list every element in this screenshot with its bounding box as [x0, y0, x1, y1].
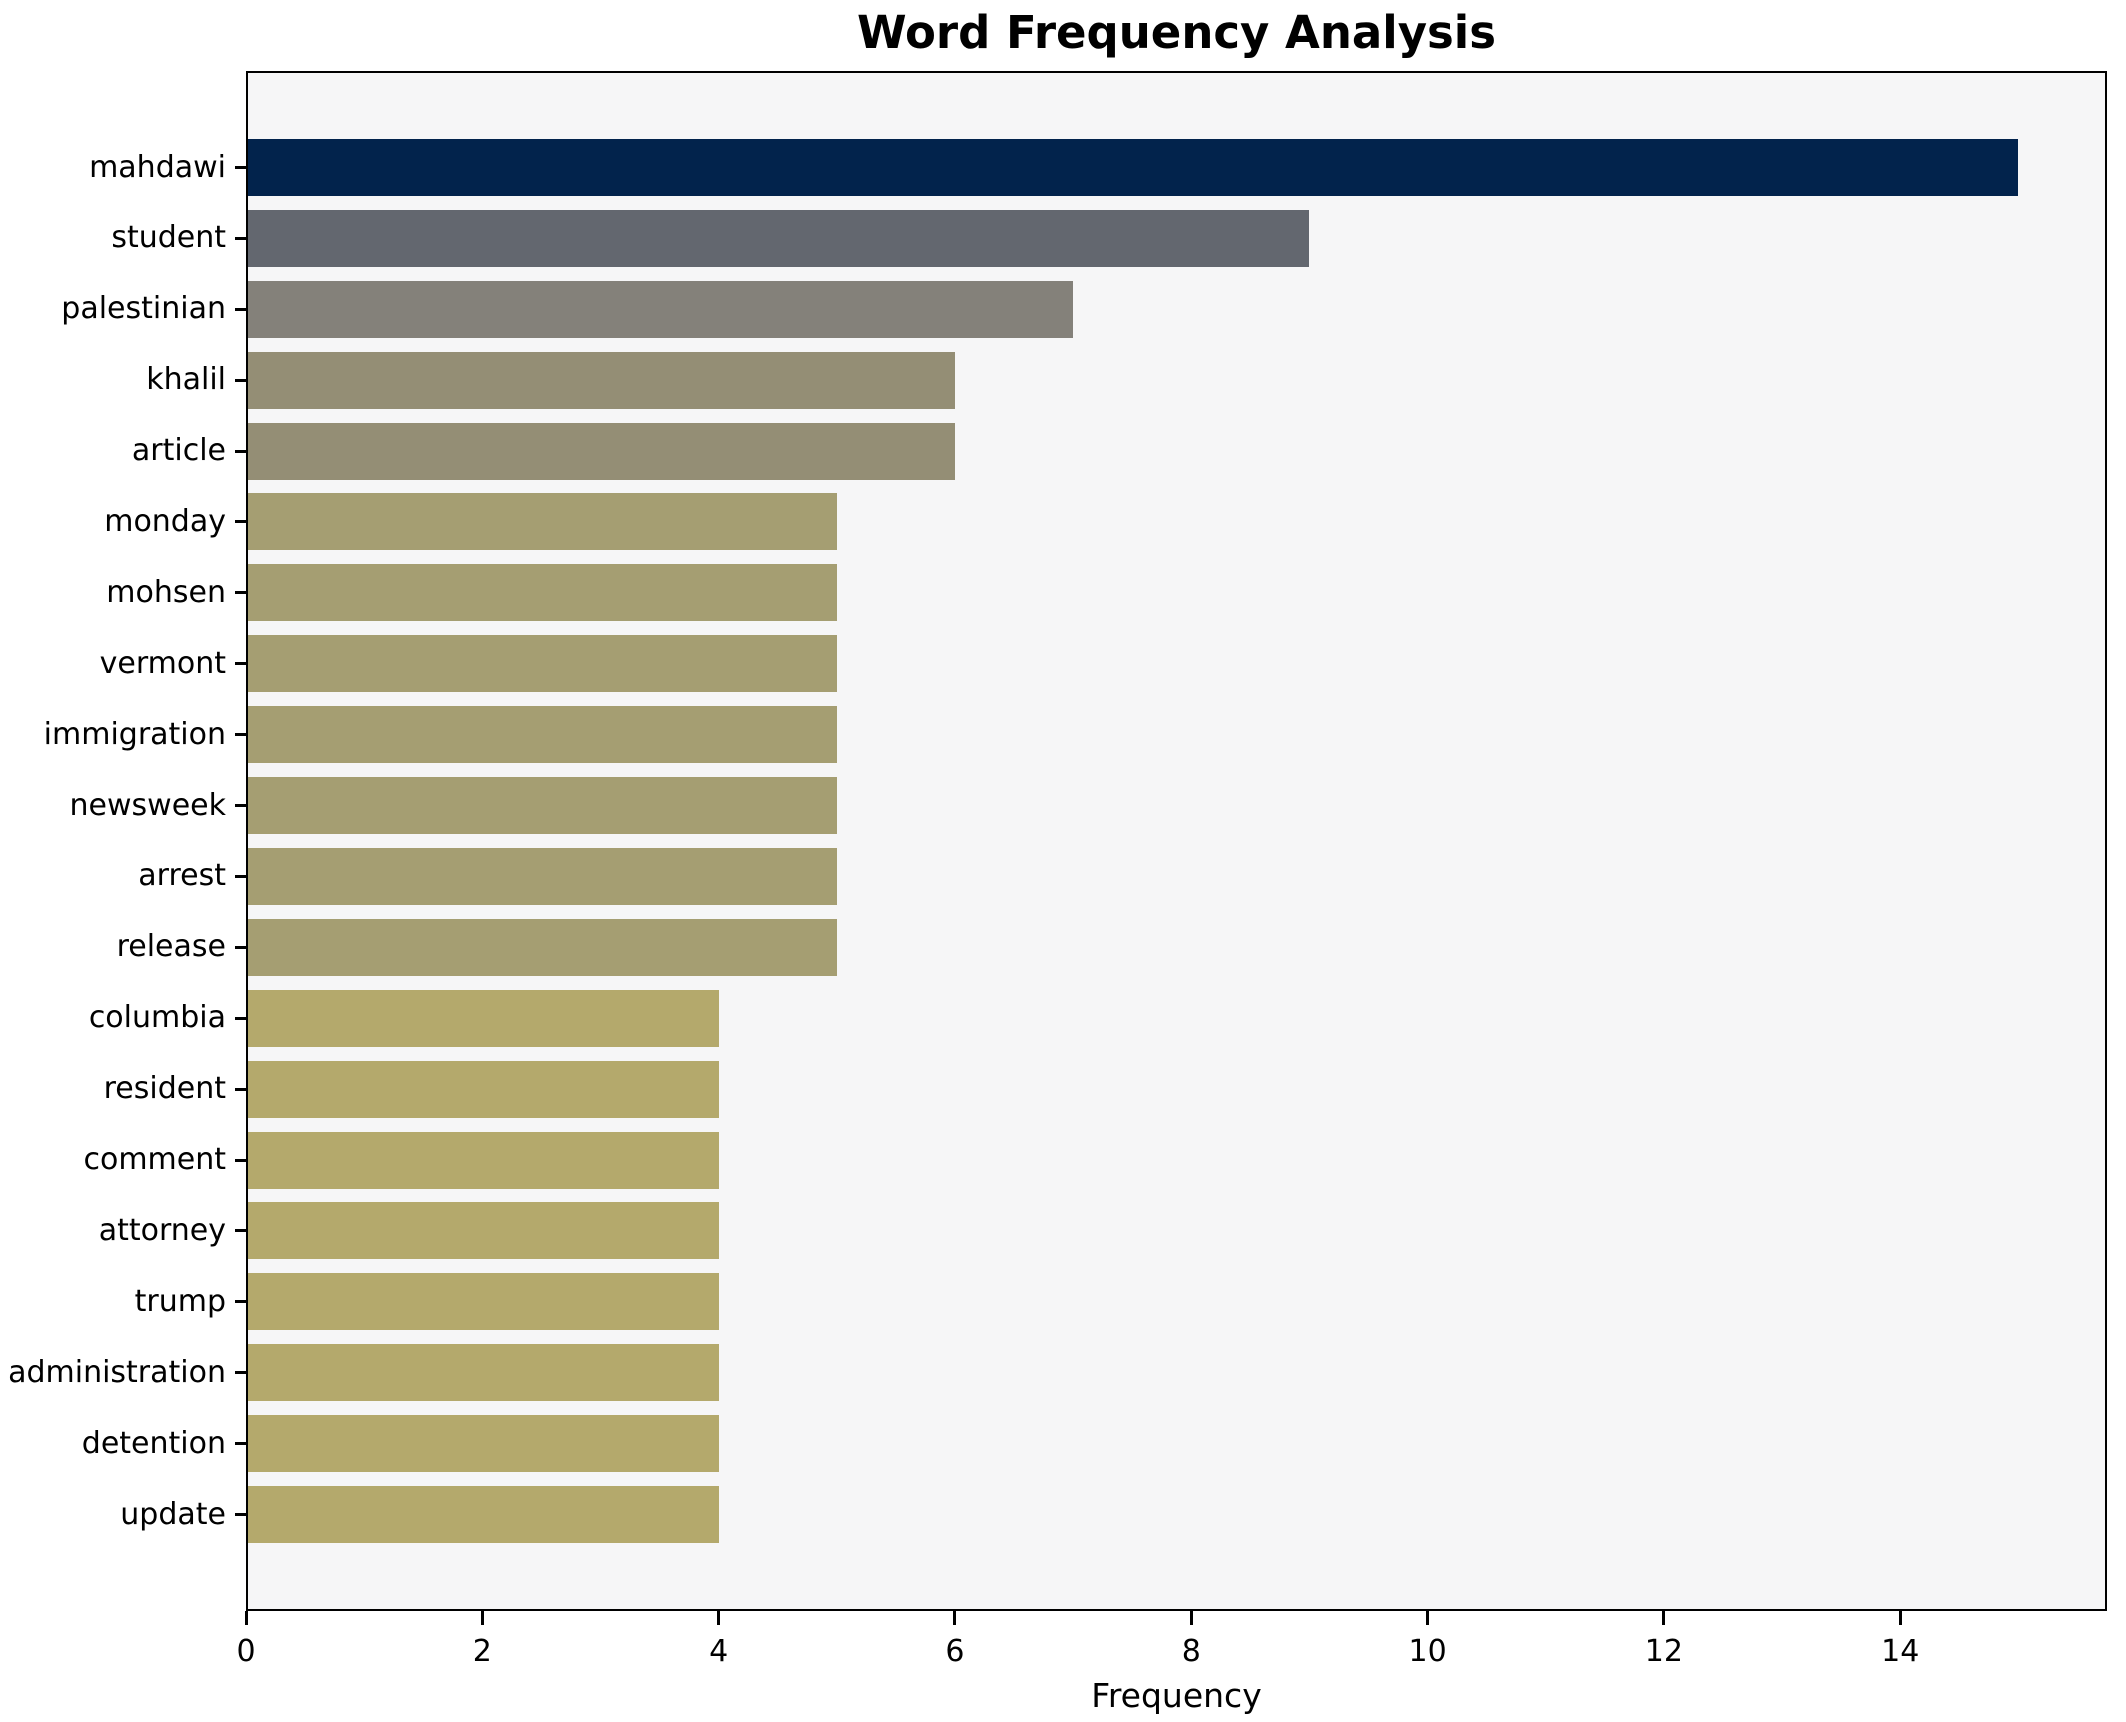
x-axis-label: Frequency	[1091, 1676, 1262, 1715]
bar-detention	[246, 1415, 719, 1473]
plot-area	[246, 71, 2107, 1611]
x-tick-mark-10	[1426, 1611, 1430, 1625]
y-tick-mark-monday	[235, 520, 246, 524]
bar-release	[246, 918, 837, 976]
y-tick-mark-release	[235, 945, 246, 949]
y-tick-mark-newsweek	[235, 804, 246, 808]
y-tick-label-mohsen: mohsen	[106, 574, 226, 610]
y-tick-label-khalil: khalil	[146, 362, 226, 398]
y-tick-mark-trump	[235, 1300, 246, 1304]
y-tick-label-student: student	[111, 220, 226, 256]
x-tick-mark-12	[1662, 1611, 1666, 1625]
bar-palestinian	[246, 280, 1073, 338]
y-tick-label-attorney: attorney	[98, 1212, 226, 1248]
y-tick-mark-mahdawi	[235, 166, 246, 169]
y-tick-mark-student	[235, 236, 246, 240]
x-tick-label-14: 14	[1881, 1634, 1920, 1669]
chart-title: Word Frequency Analysis	[856, 6, 1497, 59]
y-tick-label-trump: trump	[134, 1283, 226, 1319]
y-tick-mark-vermont	[235, 662, 246, 666]
x-tick-label-12: 12	[1644, 1634, 1683, 1669]
bar-student	[246, 209, 1309, 267]
bars-layer	[246, 71, 2107, 1611]
y-tick-mark-khalil	[235, 378, 246, 382]
bar-attorney	[246, 1202, 719, 1260]
y-tick-label-update: update	[120, 1496, 226, 1532]
bar-mohsen	[246, 564, 837, 622]
y-tick-mark-arrest	[235, 874, 246, 878]
x-tick-mark-8	[1189, 1611, 1193, 1625]
y-tick-mark-resident	[235, 1087, 246, 1091]
y-tick-mark-palestinian	[235, 307, 246, 311]
bar-update	[246, 1486, 719, 1543]
y-tick-mark-administration	[235, 1371, 246, 1375]
x-tick-mark-0	[244, 1611, 248, 1625]
x-tick-mark-14	[1898, 1611, 1902, 1625]
bar-columbia	[246, 989, 719, 1047]
y-tick-mark-columbia	[235, 1016, 246, 1020]
bar-monday	[246, 493, 837, 551]
y-tick-mark-comment	[235, 1158, 246, 1162]
x-tick-label-8: 8	[1181, 1634, 1201, 1669]
y-tick-mark-detention	[235, 1442, 246, 1446]
bar-resident	[246, 1060, 719, 1118]
bar-article	[246, 422, 955, 480]
y-tick-label-mahdawi: mahdawi	[89, 149, 226, 185]
y-tick-label-detention: detention	[81, 1425, 226, 1461]
x-tick-label-0: 0	[236, 1634, 256, 1669]
bar-trump	[246, 1273, 719, 1331]
x-tick-mark-6	[953, 1611, 957, 1625]
x-tick-label-2: 2	[472, 1634, 492, 1669]
bar-khalil	[246, 351, 955, 409]
x-tick-mark-4	[717, 1611, 721, 1625]
y-tick-mark-article	[235, 449, 246, 453]
x-tick-label-10: 10	[1408, 1634, 1447, 1669]
y-tick-label-resident: resident	[103, 1071, 226, 1107]
bar-comment	[246, 1131, 719, 1189]
x-tick-label-4: 4	[709, 1634, 729, 1669]
x-tick-mark-2	[480, 1611, 484, 1625]
y-tick-label-release: release	[116, 929, 226, 965]
bar-arrest	[246, 847, 837, 905]
bar-immigration	[246, 706, 837, 764]
y-tick-label-comment: comment	[83, 1142, 226, 1178]
y-tick-mark-update	[235, 1513, 246, 1516]
y-tick-label-columbia: columbia	[88, 1000, 226, 1036]
y-tick-label-monday: monday	[104, 503, 226, 539]
x-tick-label-6: 6	[945, 1634, 965, 1669]
bar-newsweek	[246, 777, 837, 835]
y-tick-label-vermont: vermont	[99, 645, 226, 681]
bar-mahdawi	[246, 139, 2018, 196]
y-tick-label-immigration: immigration	[43, 716, 226, 752]
y-tick-label-administration: administration	[8, 1354, 226, 1390]
y-tick-mark-attorney	[235, 1229, 246, 1233]
y-tick-label-palestinian: palestinian	[61, 291, 226, 327]
bar-administration	[246, 1344, 719, 1402]
y-tick-mark-mohsen	[235, 591, 246, 595]
y-tick-label-article: article	[131, 433, 226, 469]
y-tick-mark-immigration	[235, 733, 246, 737]
y-tick-label-newsweek: newsweek	[69, 787, 226, 823]
y-tick-label-arrest: arrest	[138, 858, 226, 894]
bar-vermont	[246, 635, 837, 693]
